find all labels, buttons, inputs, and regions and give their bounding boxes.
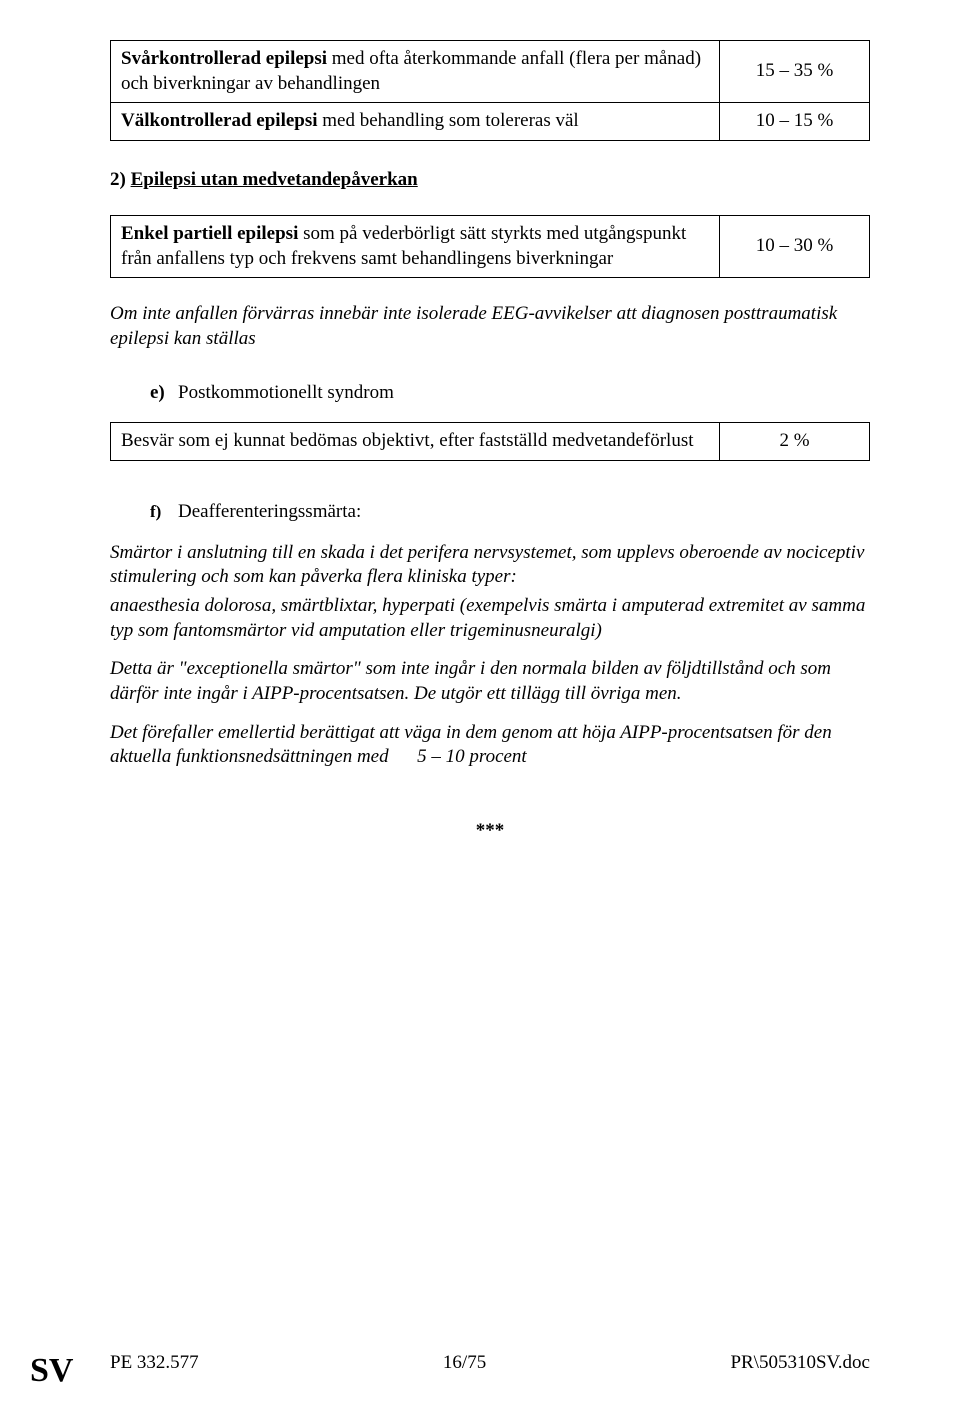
- table-row: Svårkontrollerad epilepsi med ofta återk…: [111, 41, 870, 103]
- paragraph: Detta är "exceptionella smärtor" som int…: [110, 657, 870, 706]
- postcommotional-table: Besvär som ej kunnat bedömas objektivt, …: [110, 422, 870, 461]
- language-code: SV: [30, 1352, 73, 1390]
- heading-text: Epilepsi utan medvetandepåverkan: [131, 169, 418, 190]
- epilepsy-severity-table: Svårkontrollerad epilepsi med ofta återk…: [110, 40, 870, 141]
- footer-right: PR\505310SV.doc: [730, 1352, 870, 1374]
- list-marker: e): [150, 382, 178, 404]
- cell-value: 15 – 35 %: [720, 41, 870, 103]
- section-divider-stars: ***: [110, 820, 870, 842]
- paragraph: Det förefaller emellertid berättigat att…: [110, 721, 870, 770]
- list-marker: f): [150, 502, 178, 522]
- table-row: Välkontrollerad epilepsi med behandling …: [111, 103, 870, 141]
- paragraph: Smärtor i anslutning till en skada i det…: [110, 541, 870, 590]
- cell-value: 10 – 15 %: [720, 103, 870, 141]
- list-item-f: f)Deafferenteringssmärta:: [150, 501, 870, 523]
- footer-left: PE 332.577: [110, 1352, 199, 1374]
- page-footer: PE 332.577 16/75 PR\505310SV.doc: [110, 1352, 870, 1374]
- cell-label: Enkel partiell epilepsi som på vederbörl…: [111, 216, 720, 278]
- footer-center: 16/75: [443, 1352, 486, 1374]
- list-item-e: e)Postkommotionellt syndrom: [150, 382, 870, 404]
- cell-label: Välkontrollerad epilepsi med behandling …: [111, 103, 720, 141]
- paragraph: anaesthesia dolorosa, smärtblixtar, hype…: [110, 594, 870, 643]
- table-row: Besvär som ej kunnat bedömas objektivt, …: [111, 422, 870, 460]
- cell-value: 10 – 30 %: [720, 216, 870, 278]
- eeg-note: Om inte anfallen förvärras innebär inte …: [110, 302, 870, 351]
- table-row: Enkel partiell epilepsi som på vederbörl…: [111, 216, 870, 278]
- heading-prefix: 2): [110, 169, 131, 190]
- cell-label: Besvär som ej kunnat bedömas objektivt, …: [111, 422, 720, 460]
- list-label: Deafferenteringssmärta:: [178, 501, 361, 522]
- cell-value: 2 %: [720, 422, 870, 460]
- list-label: Postkommotionellt syndrom: [178, 382, 394, 403]
- para-text-b: 5 – 10 procent: [417, 746, 527, 767]
- partial-epilepsy-table: Enkel partiell epilepsi som på vederbörl…: [110, 215, 870, 278]
- section-heading-2: 2) Epilepsi utan medvetandepåverkan: [110, 169, 870, 191]
- cell-label: Svårkontrollerad epilepsi med ofta återk…: [111, 41, 720, 103]
